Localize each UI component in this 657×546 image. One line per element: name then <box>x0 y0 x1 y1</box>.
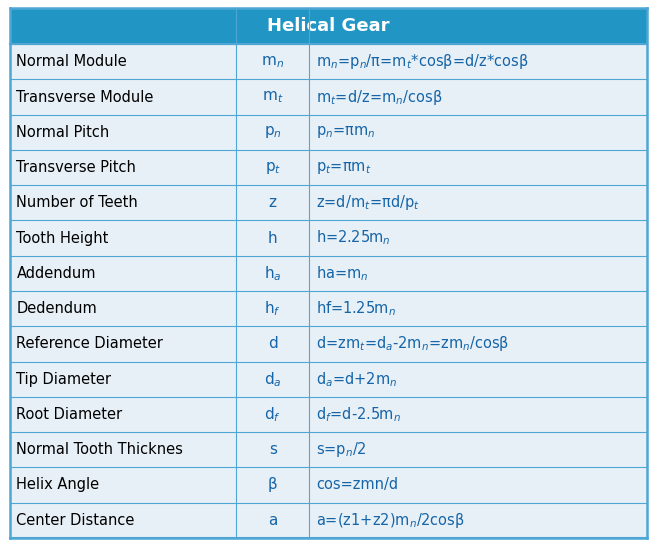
Bar <box>10 8 647 44</box>
Text: Tip Diameter: Tip Diameter <box>16 372 112 387</box>
Text: Center Distance: Center Distance <box>16 513 135 527</box>
Text: z: z <box>269 195 277 210</box>
Text: m$_t$: m$_t$ <box>262 89 283 105</box>
Text: Tooth Height: Tooth Height <box>16 230 109 246</box>
Bar <box>10 256 647 291</box>
Text: β: β <box>268 477 278 492</box>
Text: hf=1.25m$_n$: hf=1.25m$_n$ <box>316 299 396 318</box>
Text: m$_n$=p$_n$/π=m$_t$*cosβ=d/z*cosβ: m$_n$=p$_n$/π=m$_t$*cosβ=d/z*cosβ <box>316 52 528 72</box>
Text: Helix Angle: Helix Angle <box>16 477 100 492</box>
Bar <box>10 432 647 467</box>
Text: p$_t$=πm$_t$: p$_t$=πm$_t$ <box>316 159 372 176</box>
Bar <box>10 115 647 150</box>
Text: Dedendum: Dedendum <box>16 301 97 316</box>
Bar <box>10 291 647 327</box>
Bar <box>10 467 647 502</box>
Bar <box>10 44 647 80</box>
Bar <box>10 185 647 221</box>
Text: Reference Diameter: Reference Diameter <box>16 336 164 352</box>
Text: s=p$_n$/2: s=p$_n$/2 <box>316 440 367 459</box>
Text: a: a <box>268 513 277 527</box>
Bar <box>10 361 647 397</box>
Text: ha=m$_n$: ha=m$_n$ <box>316 264 369 283</box>
Bar <box>10 221 647 256</box>
Text: Helical Gear: Helical Gear <box>267 17 390 35</box>
Text: h$_a$: h$_a$ <box>264 264 282 283</box>
Bar <box>10 327 647 361</box>
Text: d$_f$=d-2.5m$_n$: d$_f$=d-2.5m$_n$ <box>316 405 401 424</box>
Text: z=d/m$_t$=πd/p$_t$: z=d/m$_t$=πd/p$_t$ <box>316 193 420 212</box>
Text: h: h <box>268 230 277 246</box>
Text: d$_a$: d$_a$ <box>264 370 282 389</box>
Bar <box>10 502 647 538</box>
Text: d$_a$=d+2m$_n$: d$_a$=d+2m$_n$ <box>316 370 397 389</box>
Text: Normal Pitch: Normal Pitch <box>16 125 110 140</box>
Text: Transverse Module: Transverse Module <box>16 90 154 105</box>
Text: h$_f$: h$_f$ <box>264 299 281 318</box>
Bar <box>10 150 647 185</box>
Text: m$_t$=d/z=m$_n$/cosβ: m$_t$=d/z=m$_n$/cosβ <box>316 87 442 106</box>
Bar <box>10 80 647 115</box>
Text: d$_f$: d$_f$ <box>264 405 281 424</box>
Text: Root Diameter: Root Diameter <box>16 407 123 422</box>
Text: p$_t$: p$_t$ <box>265 159 281 176</box>
Text: h=2.25m$_n$: h=2.25m$_n$ <box>316 229 391 247</box>
Text: a=(z1+z2)m$_n$/2cosβ: a=(z1+z2)m$_n$/2cosβ <box>316 511 464 530</box>
Text: p$_n$: p$_n$ <box>264 124 282 140</box>
Text: d: d <box>268 336 278 352</box>
Text: p$_n$=πm$_n$: p$_n$=πm$_n$ <box>316 124 376 140</box>
Text: Normal Module: Normal Module <box>16 55 127 69</box>
Text: Number of Teeth: Number of Teeth <box>16 195 138 210</box>
Text: m$_n$: m$_n$ <box>261 54 284 70</box>
Text: Addendum: Addendum <box>16 266 96 281</box>
Text: d=zm$_t$=d$_a$-2m$_n$=zm$_n$/cosβ: d=zm$_t$=d$_a$-2m$_n$=zm$_n$/cosβ <box>316 334 509 353</box>
Text: cos=zmn/d: cos=zmn/d <box>316 477 398 492</box>
Bar <box>10 397 647 432</box>
Text: s: s <box>269 442 277 457</box>
Text: Transverse Pitch: Transverse Pitch <box>16 160 136 175</box>
Text: Normal Tooth Thicknes: Normal Tooth Thicknes <box>16 442 183 457</box>
